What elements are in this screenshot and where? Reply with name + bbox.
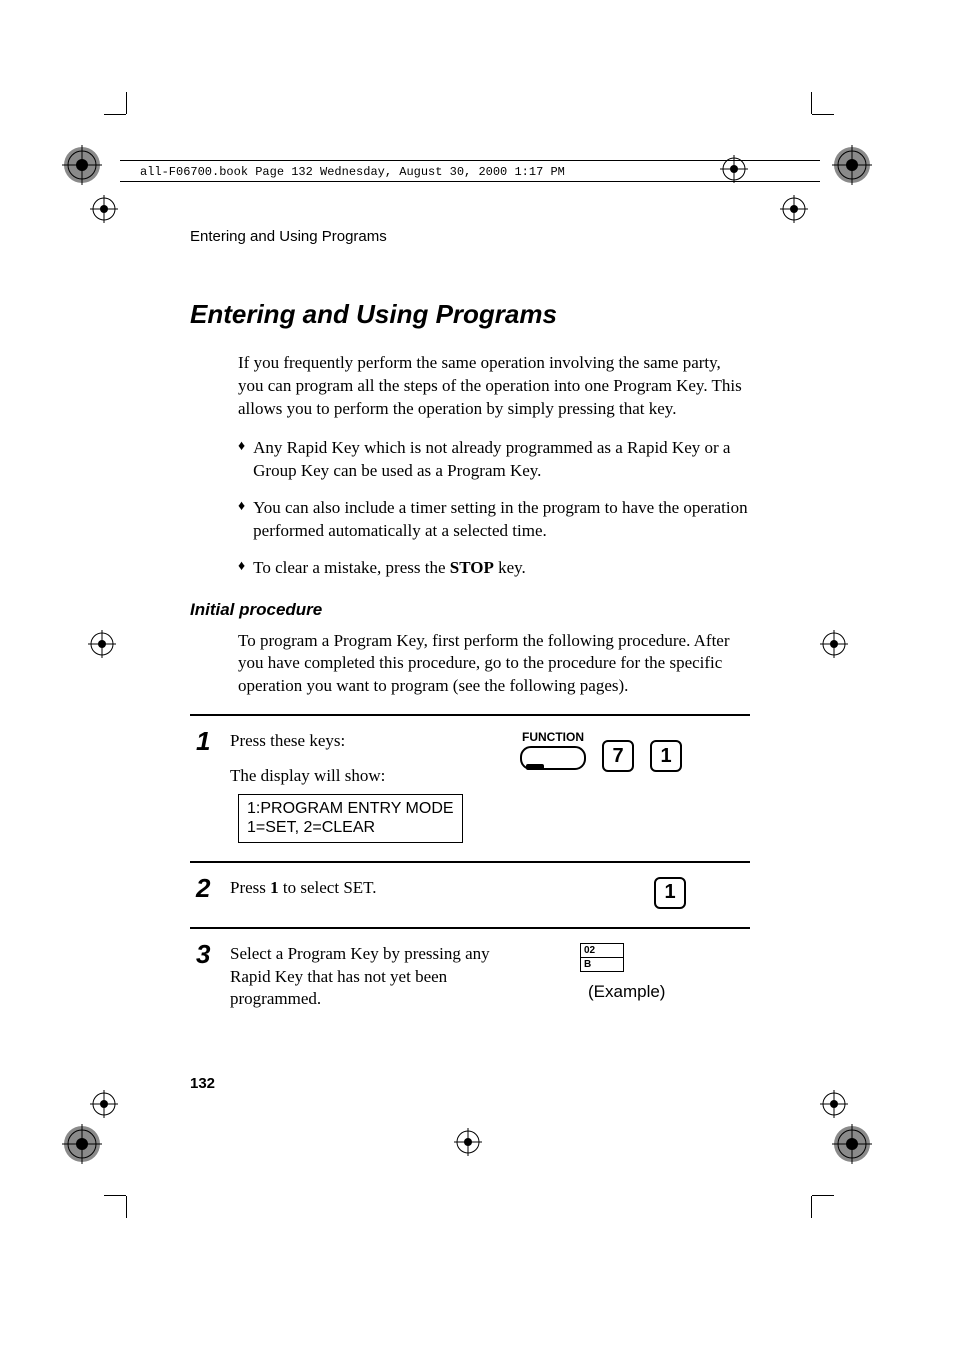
page-content: Entering and Using Programs Entering and… <box>190 228 750 1029</box>
numpad-key-1: 1 <box>654 877 686 909</box>
function-key-group: FUNCTION <box>520 730 586 770</box>
step-keys: 02 B (Example) <box>520 943 750 1002</box>
crosshair-icon <box>820 1090 848 1118</box>
crosshair-icon <box>820 630 848 658</box>
running-head: Entering and Using Programs <box>190 228 750 245</box>
lcd-line: 1=SET, 2=CLEAR <box>247 818 454 837</box>
bullet-text: To clear a mistake, press the STOP key. <box>253 557 750 580</box>
crosshair-icon <box>454 1128 482 1156</box>
registration-mark-icon <box>62 1124 102 1164</box>
step-2: 2 Press 1 to select SET. 1 <box>190 861 750 927</box>
registration-mark-icon <box>62 145 102 185</box>
intro-paragraph: If you frequently perform the same opera… <box>238 352 750 421</box>
text-span: key. <box>494 558 526 577</box>
step-keys: FUNCTION 7 1 <box>520 730 750 772</box>
bullet-icon: ♦ <box>238 497 245 543</box>
subheading: Initial procedure <box>190 600 750 620</box>
section-title: Entering and Using Programs <box>190 299 750 330</box>
bullet-text: You can also include a timer setting in … <box>253 497 750 543</box>
crosshair-icon <box>780 195 808 223</box>
stop-key-label: STOP <box>450 558 494 577</box>
step-keys: 1 <box>520 877 750 909</box>
step-line: Press these keys: <box>230 730 520 753</box>
example-label: (Example) <box>588 982 665 1002</box>
crosshair-icon <box>720 155 748 183</box>
print-header: all-F06700.book Page 132 Wednesday, Augu… <box>140 165 565 179</box>
step-1: 1 Press these keys: The display will sho… <box>190 714 750 860</box>
bullet-item: ♦ Any Rapid Key which is not already pro… <box>238 437 750 483</box>
crosshair-icon <box>88 630 116 658</box>
bullet-item: ♦ You can also include a timer setting i… <box>238 497 750 543</box>
text-span: Press <box>230 878 270 897</box>
text-span: to select SET. <box>279 878 377 897</box>
step-number: 2 <box>190 875 230 901</box>
lcd-line: 1:PROGRAM ENTRY MODE <box>247 799 454 818</box>
bullet-text: Any Rapid Key which is not already progr… <box>253 437 750 483</box>
step-text: Press these keys: The display will show:… <box>230 730 520 842</box>
print-header-rule-bottom <box>120 181 820 182</box>
key-ref: 1 <box>270 878 279 897</box>
rapid-key-icon: 02 B <box>580 943 624 972</box>
rapid-key-number: 02 <box>581 944 623 958</box>
registration-mark-icon <box>832 145 872 185</box>
step-text: Select a Program Key by pressing any Rap… <box>230 943 520 1012</box>
print-header-rule-top <box>120 160 820 161</box>
step-text: Press 1 to select SET. <box>230 877 520 900</box>
function-key-icon <box>520 746 586 770</box>
step-number: 3 <box>190 941 230 967</box>
numpad-key-1: 1 <box>650 740 682 772</box>
page-number: 132 <box>190 1075 215 1092</box>
step-number: 1 <box>190 728 230 754</box>
crosshair-icon <box>90 1090 118 1118</box>
numpad-key-7: 7 <box>602 740 634 772</box>
subhead-paragraph: To program a Program Key, first perform … <box>238 630 750 699</box>
bullet-icon: ♦ <box>238 437 245 483</box>
text-span: To clear a mistake, press the <box>253 558 450 577</box>
bullet-icon: ♦ <box>238 557 245 580</box>
bullet-item: ♦ To clear a mistake, press the STOP key… <box>238 557 750 580</box>
step-3: 3 Select a Program Key by pressing any R… <box>190 927 750 1030</box>
rapid-key-letter: B <box>581 958 623 971</box>
lcd-display: 1:PROGRAM ENTRY MODE 1=SET, 2=CLEAR <box>238 794 463 842</box>
step-line: The display will show: <box>230 765 520 788</box>
registration-mark-icon <box>832 1124 872 1164</box>
crosshair-icon <box>90 195 118 223</box>
function-key-label: FUNCTION <box>520 730 586 744</box>
